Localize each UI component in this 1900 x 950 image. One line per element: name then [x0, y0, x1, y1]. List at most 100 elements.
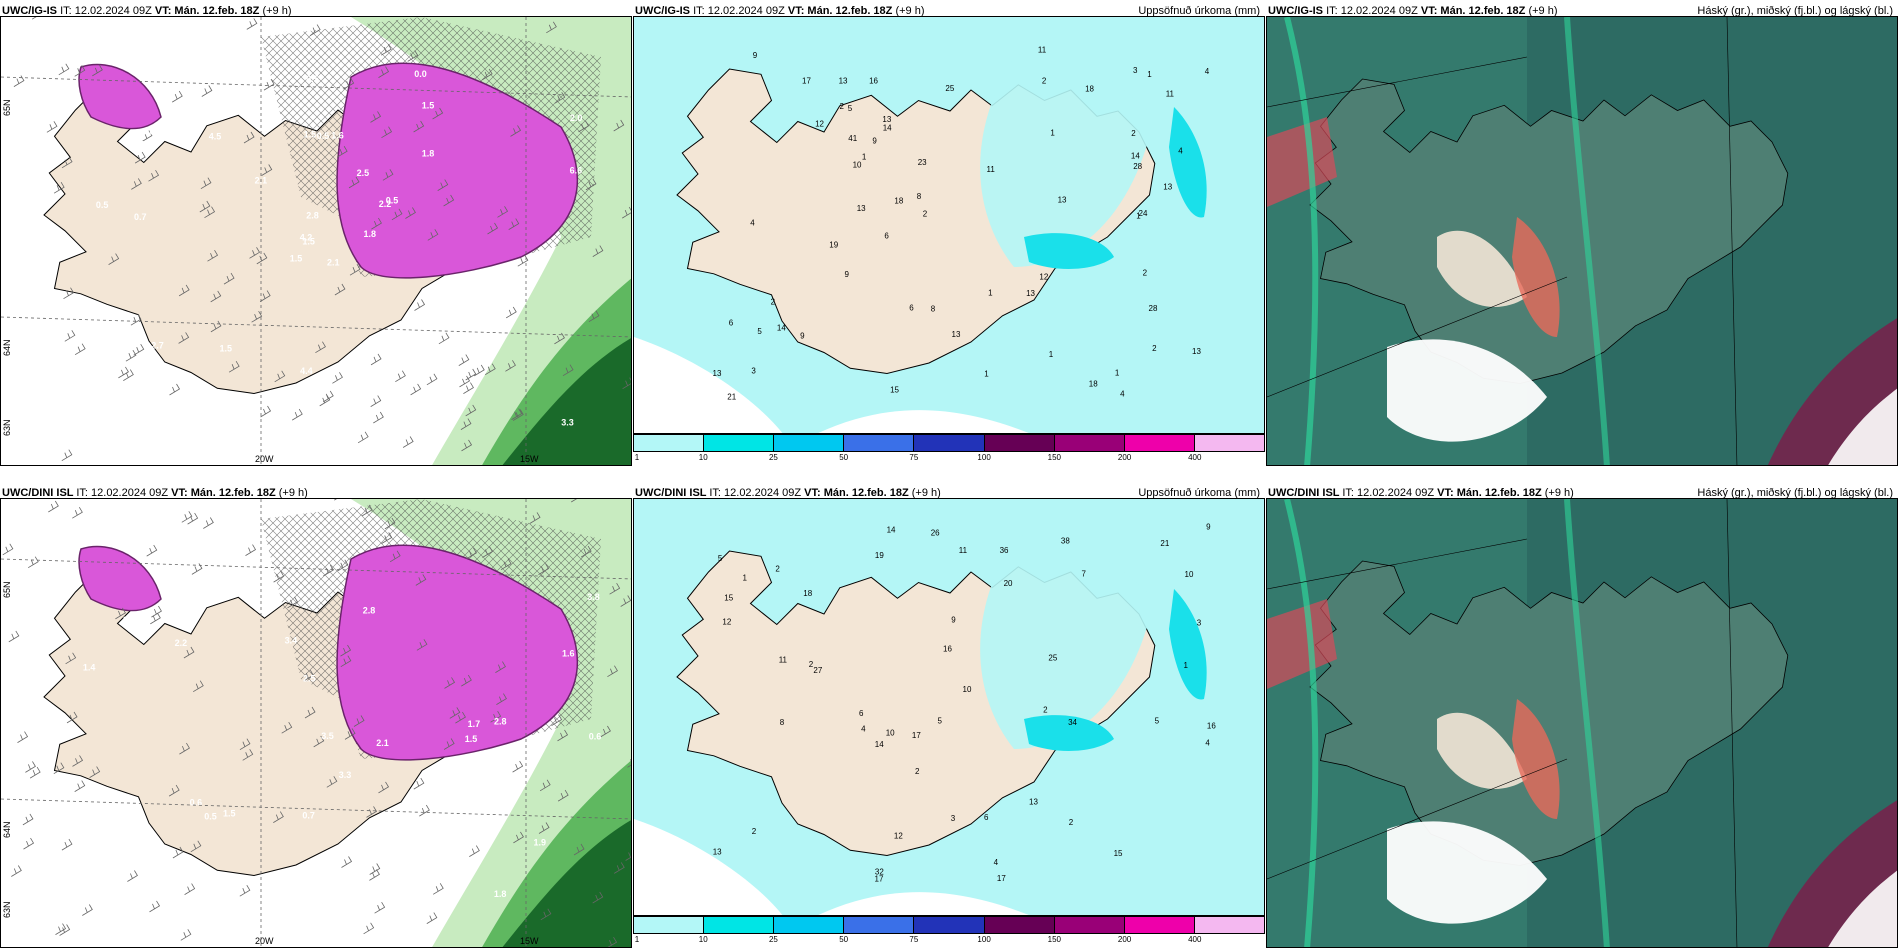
value-label: 28 [1149, 304, 1158, 313]
value-label: 11 [959, 546, 968, 555]
value-label: 13 [713, 847, 722, 856]
value-label: 0.5 [306, 74, 319, 84]
value-label: 2.0 [570, 113, 583, 123]
value-label: 38 [1061, 537, 1070, 546]
value-label: 2 [1143, 269, 1148, 278]
value-label: 3.3 [561, 417, 574, 427]
value-label: 0.5 [386, 196, 399, 206]
value-label: 1.5 [465, 734, 478, 744]
value-label: 6 [909, 303, 914, 312]
value-label: 41 [848, 134, 857, 143]
value-label: 32 [875, 868, 884, 877]
value-label: 18 [894, 196, 903, 205]
colorbar-tick-label: 25 [768, 453, 778, 462]
longitude-label: 15W [520, 454, 539, 464]
value-label: 2 [840, 102, 845, 111]
colorbar-swatch [1194, 917, 1264, 933]
value-label: 2 [1131, 129, 1136, 138]
panel-bottom-middle: UWC/DINI ISL IT: 12.02.2024 09Z VT: Mán.… [633, 482, 1266, 950]
value-label: 10 [886, 728, 895, 737]
colorbar-swatch [634, 917, 705, 933]
colorbar-tick-label: 200 [1117, 935, 1132, 944]
colorbar-swatch [774, 435, 845, 451]
value-label: 1.0 [271, 902, 284, 912]
value-label: 2.3 [112, 382, 125, 392]
value-label: 13 [1163, 182, 1172, 191]
value-label: 1.9 [534, 837, 547, 847]
value-label: 2 [775, 564, 780, 573]
colorbar-tick-label: 50 [839, 453, 849, 462]
value-label: 0.7 [302, 811, 315, 821]
value-label: 2.7 [151, 340, 164, 350]
colorbar-swatch [634, 435, 705, 451]
value-label: 3.4 [393, 828, 406, 838]
colorbar-swatch [1124, 917, 1195, 933]
value-label: 13 [857, 204, 866, 213]
value-label: 2.2 [379, 199, 392, 209]
map-frame [1266, 16, 1898, 466]
value-label: 20 [1004, 579, 1013, 588]
value-label: 2.2 [175, 638, 188, 648]
map-frame: 2.2 3.2 2.5 2.1 1.5 2.8 1.4 2.1 1.9 1.5 2.2 1.7 1.8 2… [0, 498, 632, 948]
value-label: 2 [1042, 76, 1047, 85]
panel-top-middle: UWC/IG-IS IT: 12.02.2024 09Z VT: Mán. 12… [633, 0, 1266, 468]
value-label: 1 [1050, 129, 1055, 138]
value-label: 2 [809, 660, 814, 669]
value-label: 6 [729, 318, 734, 327]
value-label: 2.5 [357, 168, 370, 178]
value-label: 10 [963, 685, 972, 694]
value-label: 4 [861, 724, 866, 733]
value-label: 4.2 [300, 232, 313, 242]
value-label: 2 [1069, 818, 1074, 827]
colorbar-tick-label: 400 [1188, 935, 1202, 944]
latitude-label: 64N [2, 821, 12, 838]
value-label: 10 [1185, 570, 1194, 579]
value-label: 7 [1082, 569, 1087, 578]
value-label: 4 [994, 858, 999, 867]
value-label: 2.2 [235, 534, 248, 544]
value-label: 0.6 [589, 732, 602, 742]
colorbar-tick-label: 100 [977, 935, 991, 944]
panel-bottom-left: UWC/DINI ISL IT: 12.02.2024 09Z VT: Mán.… [0, 482, 633, 950]
value-label: 13 [713, 369, 722, 378]
value-label: 2.2 [344, 867, 357, 877]
colorbar-tick-label: 150 [1047, 935, 1062, 944]
value-label: 9 [845, 270, 850, 279]
value-label: 3.4 [285, 635, 298, 645]
colorbar-tick-label: 50 [839, 935, 849, 944]
value-label: 21 [727, 393, 736, 402]
colorbar-swatch [1054, 917, 1125, 933]
value-label: 4.5 [209, 131, 222, 141]
panel-title: UWC/IG-IS IT: 12.02.2024 09Z VT: Mán. 12… [635, 5, 925, 17]
value-label: 10 [853, 160, 862, 169]
value-label: 16 [869, 77, 878, 86]
value-label: 1.8 [422, 149, 435, 159]
value-label: 0.0 [414, 69, 427, 79]
panel-field-title: Háský (gr.), miðský (fj.bl.) og lágský (… [1697, 5, 1893, 17]
value-label: 14 [883, 123, 892, 132]
latitude-label: 65N [2, 581, 12, 598]
value-label: 1.6 [331, 131, 344, 141]
value-label: 1.7 [468, 719, 481, 729]
value-label: 2.0 [163, 59, 176, 69]
value-label: 0.5 [317, 131, 330, 141]
colorbar-tick-label: 1 [634, 935, 640, 944]
value-label: 0.7 [134, 212, 147, 222]
colorbar-labels: 1 10 25 50 75 100 150 200 400 [633, 453, 1265, 463]
value-label: 3 [751, 366, 756, 375]
snow-area [336, 544, 579, 761]
value-label: 16 [943, 645, 952, 654]
colorbar-swatch [914, 435, 985, 451]
value-label: 2.0 [113, 400, 126, 410]
value-label: 18 [1085, 85, 1094, 94]
colorbar-swatch [704, 435, 775, 451]
value-label: 3.3 [339, 770, 352, 780]
value-label: 25 [945, 84, 954, 93]
value-label: 4 [1205, 739, 1210, 748]
value-label: 15 [890, 386, 899, 395]
longitude-label: 15W [520, 936, 539, 946]
panel-title: UWC/DINI ISL IT: 12.02.2024 09Z VT: Mán.… [2, 487, 308, 499]
value-label: 8 [917, 192, 922, 201]
value-label: 13 [1026, 289, 1035, 298]
value-label: 0.6 [142, 126, 155, 136]
